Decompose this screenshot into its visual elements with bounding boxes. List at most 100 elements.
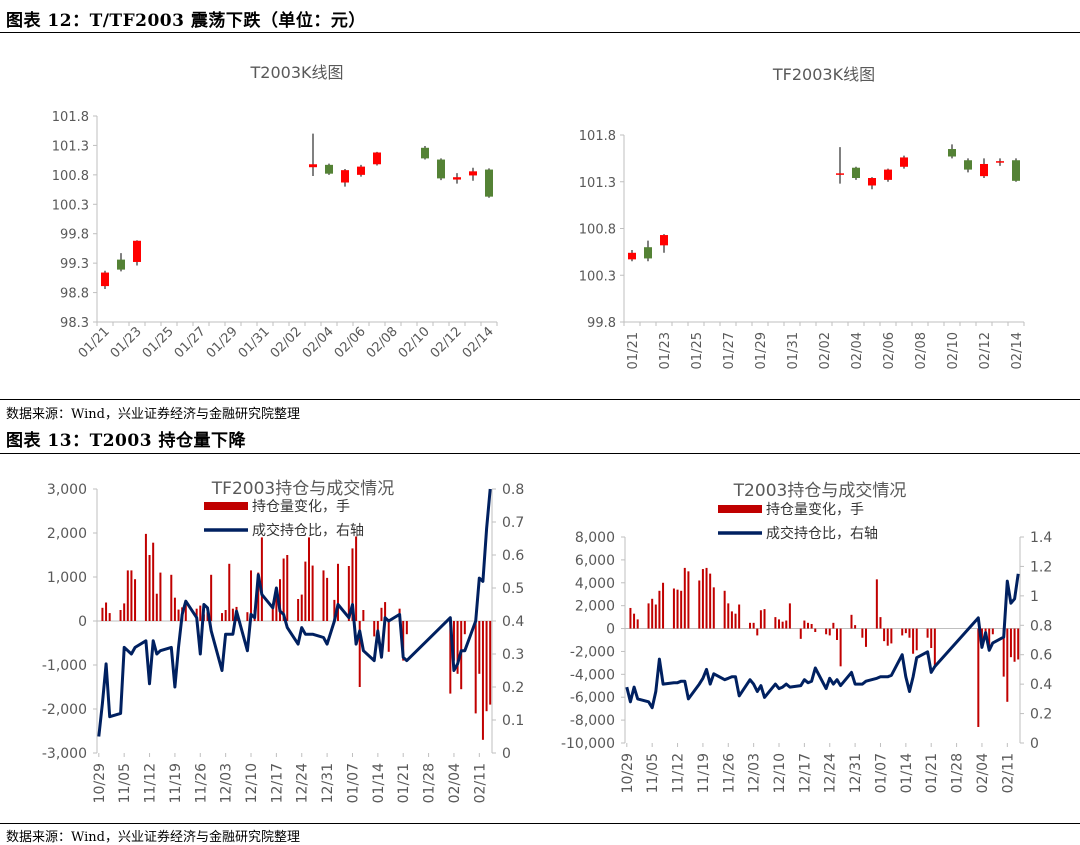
y-tick-label-right: 0.2 xyxy=(1030,707,1052,723)
oi-change-bar xyxy=(148,555,151,621)
x-tick-label: 02/12 xyxy=(428,324,465,361)
y-tick-label-left: 0 xyxy=(78,614,87,630)
oi-change-bar xyxy=(246,612,249,621)
oi-change-bar xyxy=(297,599,300,621)
oi-change-bar xyxy=(231,608,234,621)
oi-change-bar xyxy=(883,628,886,642)
x-tick-label: 02/04 xyxy=(850,332,865,369)
oi-change-bar xyxy=(1013,628,1016,662)
x-tick-label: 02/14 xyxy=(460,324,497,361)
oi-change-bar xyxy=(908,628,911,638)
y-tick-label-right: 0.7 xyxy=(502,515,524,531)
x-tick-label: 11/12 xyxy=(671,753,687,793)
y-tick-label: 98.8 xyxy=(60,287,89,302)
candle-body xyxy=(437,159,445,179)
oi-change-bar xyxy=(228,563,231,621)
oi-change-bar xyxy=(825,628,828,635)
y-tick-label-right: 0.2 xyxy=(502,680,524,696)
oi-change-bar xyxy=(636,619,639,629)
oi-change-bar xyxy=(300,594,303,621)
oi-change-bar xyxy=(705,567,708,629)
oi-change-bar xyxy=(279,579,282,621)
oi-change-bar xyxy=(861,628,864,638)
oi-change-bar xyxy=(1009,628,1012,658)
oi-change-bar xyxy=(1006,628,1009,702)
oi-change-bar xyxy=(380,607,383,621)
oi-change-bar xyxy=(474,621,477,714)
y-tick-label-left: -8,000 xyxy=(570,713,615,729)
candle-body xyxy=(900,157,908,167)
oi-change-bar xyxy=(864,628,867,647)
oi-change-bar xyxy=(683,567,686,629)
candle-body xyxy=(101,272,109,287)
y-tick-label-right: 0.8 xyxy=(502,482,524,498)
oi-change-bar xyxy=(250,570,253,621)
y-tick-label-right: 0 xyxy=(1030,736,1039,752)
x-tick-label: 01/21 xyxy=(626,332,641,369)
x-tick-label: 12/24 xyxy=(823,753,839,793)
oi-change-bar xyxy=(803,620,806,629)
candle-body xyxy=(660,235,668,246)
oi-change-bar xyxy=(307,537,310,621)
oi-change-bar xyxy=(210,574,213,621)
y-tick-label: 101.8 xyxy=(579,129,616,144)
candle-body xyxy=(964,160,972,170)
x-tick-label: 01/25 xyxy=(140,324,177,361)
y-tick-label-left: 4,000 xyxy=(575,576,615,592)
oi-change-bar xyxy=(326,577,329,621)
oi-change-bar xyxy=(322,570,325,621)
oi-change-bar xyxy=(807,622,810,629)
x-tick-label: 02/10 xyxy=(396,324,433,361)
oi-change-bar xyxy=(119,610,122,621)
oi-change-bar xyxy=(452,621,455,661)
x-tick-label: 02/02 xyxy=(268,324,305,361)
candle-body xyxy=(996,161,1004,163)
oi-change-bar xyxy=(658,590,661,629)
x-tick-label: 12/17 xyxy=(797,753,813,793)
x-tick-label: 02/11 xyxy=(472,763,488,803)
y-tick-label-right: 0.5 xyxy=(502,581,524,597)
x-tick-label: 12/24 xyxy=(295,763,311,803)
oi-change-bar xyxy=(387,621,390,652)
x-tick-label: 01/21 xyxy=(924,753,940,793)
y-tick-label: 100.8 xyxy=(52,169,89,184)
divider xyxy=(0,823,1080,824)
y-tick-label-right: 1 xyxy=(1030,589,1039,605)
oi-change-bar xyxy=(275,594,278,621)
y-tick-label-left: -10,000 xyxy=(561,736,615,752)
y-tick-label-right: 0.6 xyxy=(1030,648,1052,664)
oi-change-bar xyxy=(832,622,835,629)
x-tick-label: 10/29 xyxy=(92,763,108,803)
oi-change-bar xyxy=(629,607,632,629)
oi-change-bar xyxy=(358,621,361,687)
oi-change-bar xyxy=(759,610,762,629)
y-tick-label-left: 1,000 xyxy=(47,570,87,586)
y-tick-label-left: 0 xyxy=(606,622,615,638)
x-tick-label: 01/07 xyxy=(873,753,889,793)
y-tick-label-right: 0.6 xyxy=(502,548,524,564)
legend-bar-swatch xyxy=(204,502,248,510)
oi-change-bar xyxy=(1017,628,1020,660)
figure-13-title: 图表 13：T2003 持仓量下降 xyxy=(6,431,246,451)
candle-body xyxy=(341,170,349,183)
oi-change-bar xyxy=(734,613,737,629)
x-tick-label: 10/29 xyxy=(620,753,636,793)
oi-change-bar xyxy=(839,628,842,667)
oi-change-bar xyxy=(463,621,466,635)
oi-change-bar xyxy=(854,625,857,629)
oi-change-bar xyxy=(930,628,933,649)
oi-change-bar xyxy=(991,628,994,635)
y-tick-label-right: 0.3 xyxy=(502,647,524,663)
candle-body xyxy=(868,178,876,186)
legend-line-label: 成交持仓比，右轴 xyxy=(766,525,878,542)
y-tick-label-right: 1.2 xyxy=(1030,559,1052,575)
oi-change-bar xyxy=(456,621,459,674)
x-tick-label: 12/17 xyxy=(269,763,285,803)
oi-change-bar xyxy=(933,628,936,666)
candle-body xyxy=(1012,160,1020,181)
y-tick-label-left: -1,000 xyxy=(42,658,87,674)
oi-change-bar xyxy=(478,621,481,674)
oi-change-bar xyxy=(101,607,104,621)
y-tick-label-right: 0.4 xyxy=(1030,677,1052,693)
